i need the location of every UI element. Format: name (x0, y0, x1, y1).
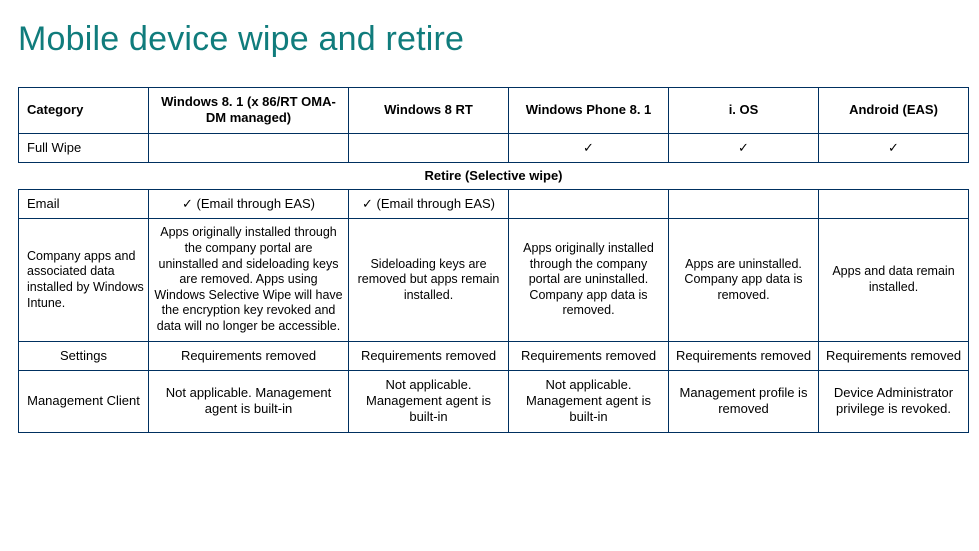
cell: Apps are uninstalled. Company app data i… (669, 219, 819, 341)
row-section-retire: Retire (Selective wipe) (19, 162, 969, 189)
cell: Requirements removed (349, 341, 509, 370)
cell (819, 190, 969, 219)
page-title: Mobile device wipe and retire (18, 20, 961, 59)
cell: Device Administrator privilege is revoke… (819, 370, 969, 432)
row-full-wipe: Full Wipe ✓ ✓ ✓ (19, 133, 969, 162)
row-company-apps: Company apps and associated data install… (19, 219, 969, 341)
cell: Not applicable. Management agent is buil… (149, 370, 349, 432)
col-android: Android (EAS) (819, 88, 969, 134)
row-mgmt-client: Management Client Not applicable. Manage… (19, 370, 969, 432)
cell: Not applicable. Management agent is buil… (349, 370, 509, 432)
cell: Requirements removed (509, 341, 669, 370)
cell: ✓ (819, 133, 969, 162)
cell (509, 190, 669, 219)
row-settings: Settings Requirements removed Requiremen… (19, 341, 969, 370)
col-win8rt: Windows 8 RT (349, 88, 509, 134)
cell (669, 190, 819, 219)
cell: ✓ (669, 133, 819, 162)
cell: Not applicable. Management agent is buil… (509, 370, 669, 432)
cell: Requirements removed (819, 341, 969, 370)
cell: ✓ (509, 133, 669, 162)
label-mgmt-client: Management Client (19, 370, 149, 432)
col-win81: Windows 8. 1 (x 86/RT OMA-DM managed) (149, 88, 349, 134)
col-ios: i. OS (669, 88, 819, 134)
label-full-wipe: Full Wipe (19, 133, 149, 162)
wipe-table: Category Windows 8. 1 (x 86/RT OMA-DM ma… (18, 87, 969, 433)
cell: Management profile is removed (669, 370, 819, 432)
label-email: Email (19, 190, 149, 219)
cell: Requirements removed (669, 341, 819, 370)
cell (349, 133, 509, 162)
cell: Apps and data remain installed. (819, 219, 969, 341)
cell: Apps originally installed through the co… (149, 219, 349, 341)
col-category: Category (19, 88, 149, 134)
cell: ✓ (Email through EAS) (149, 190, 349, 219)
row-email: Email ✓ (Email through EAS) ✓ (Email thr… (19, 190, 969, 219)
col-wp81: Windows Phone 8. 1 (509, 88, 669, 134)
cell: Apps originally installed through the co… (509, 219, 669, 341)
cell (149, 133, 349, 162)
cell: Requirements removed (149, 341, 349, 370)
table-header-row: Category Windows 8. 1 (x 86/RT OMA-DM ma… (19, 88, 969, 134)
label-settings: Settings (19, 341, 149, 370)
section-title: Retire (Selective wipe) (19, 162, 969, 189)
cell: ✓ (Email through EAS) (349, 190, 509, 219)
cell: Sideloading keys are removed but apps re… (349, 219, 509, 341)
label-company-apps: Company apps and associated data install… (19, 219, 149, 341)
